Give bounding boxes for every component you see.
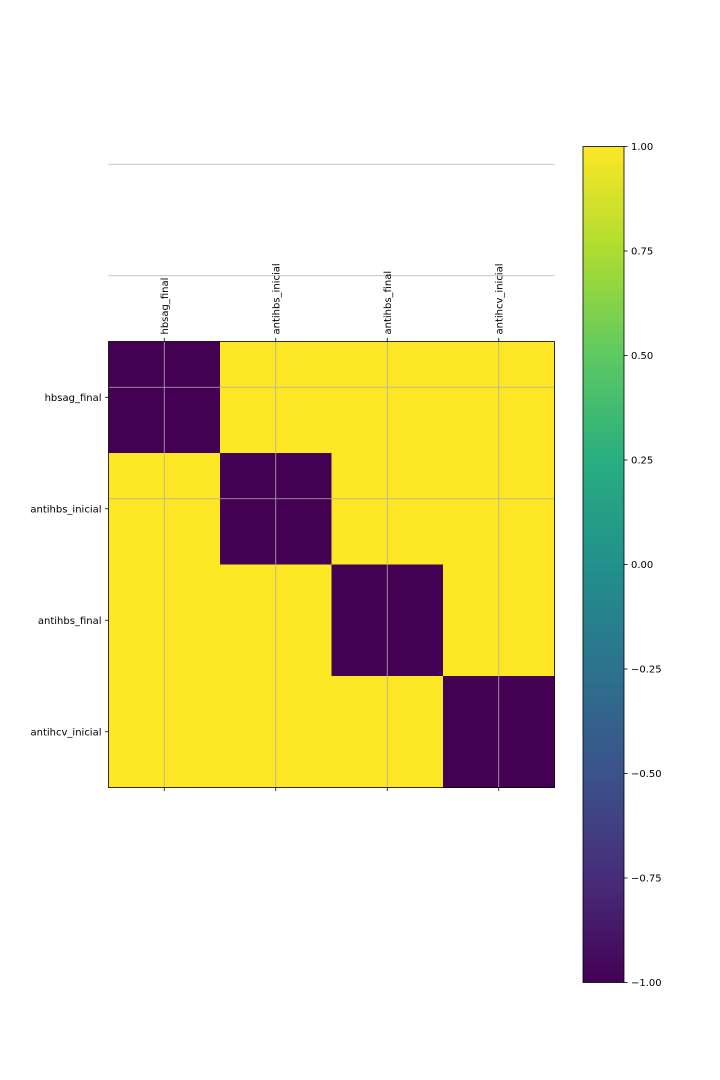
y-tick-label-antihcv-inicial: antihcv_inicial bbox=[31, 727, 102, 738]
heatmap-plot bbox=[108, 163, 555, 788]
colorbar-tick-label: −0.50 bbox=[631, 769, 662, 780]
colorbar-tick-label: 0.00 bbox=[631, 560, 653, 571]
colorbar-tick-label: 0.75 bbox=[631, 247, 653, 258]
x-tick-label-hbsag-final: hbsag_final bbox=[160, 278, 171, 335]
colorbar-tick-label: −1.00 bbox=[631, 978, 662, 989]
colorbar-tick-label: −0.25 bbox=[631, 665, 662, 676]
colorbar-tick-label: 1.00 bbox=[631, 142, 653, 153]
colorbar-tick-label: −0.75 bbox=[631, 874, 662, 885]
y-tick-label-antihbs-final: antihbs_final bbox=[38, 616, 102, 627]
y-axis-ticks: hbsag_final antihbs_inicial antihbs_finala… bbox=[30, 393, 109, 738]
colorbar-tick-label: 0.50 bbox=[631, 351, 653, 362]
x-axis-ticks: hbsag_final antihbs_inicial antihbs_final a… bbox=[160, 263, 505, 791]
y-tick-label-antihbs-inicial: antihbs_inicial bbox=[30, 504, 101, 515]
colorbar-tick-label: 0.25 bbox=[631, 456, 653, 467]
colorbar-gradient bbox=[583, 146, 624, 983]
x-tick-label-antihbs-inicial: antihbs_inicial bbox=[271, 263, 282, 334]
y-tick-label-hbsag-final: hbsag_final bbox=[45, 393, 102, 404]
colorbar: 1.00 0.75 0.50 0.25 0.00 −0.25 −0.50 −0.75 −1.00 bbox=[582, 142, 662, 989]
x-tick-label-antihbs-final: antihbs_final bbox=[383, 271, 394, 335]
plot-frame bbox=[108, 341, 555, 788]
x-tick-label-antihcv-inicial: antihcv_inicial bbox=[494, 264, 505, 335]
